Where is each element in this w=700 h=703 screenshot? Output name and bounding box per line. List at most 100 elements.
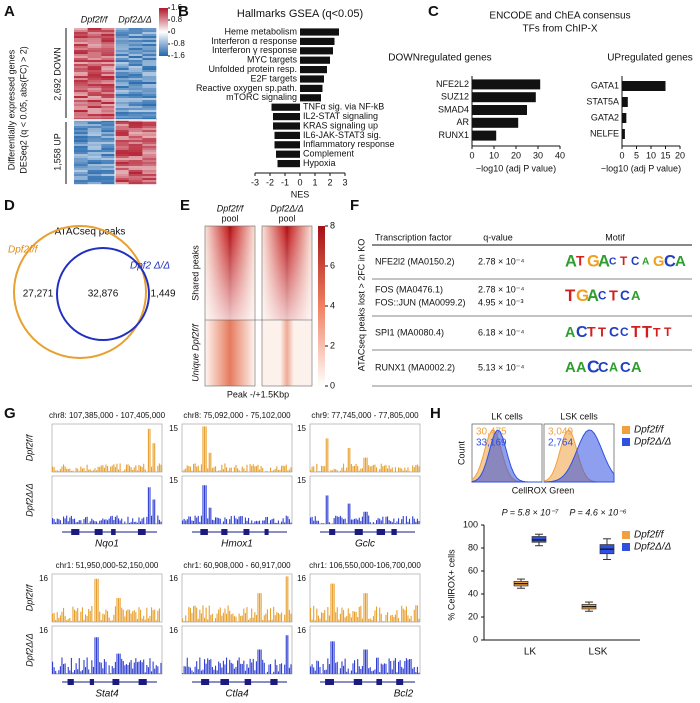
signal <box>202 426 204 472</box>
signal <box>241 516 243 524</box>
signal <box>129 609 131 622</box>
signal <box>191 670 193 674</box>
table-header: Transcription factor <box>375 232 452 242</box>
signal <box>344 658 346 674</box>
motif-letter: T <box>609 288 618 304</box>
signal <box>311 466 313 472</box>
signal <box>194 463 196 472</box>
signal <box>284 466 286 472</box>
signal <box>58 670 60 674</box>
signal <box>227 672 229 674</box>
exon <box>71 529 80 535</box>
heatmap-cell <box>87 44 102 47</box>
bar <box>276 150 300 158</box>
heatmap-cell <box>74 124 88 127</box>
signal <box>263 520 265 524</box>
signal <box>116 515 118 524</box>
heatmap-cell <box>142 44 157 47</box>
signal <box>246 464 248 472</box>
signal <box>240 663 242 674</box>
signal <box>257 464 259 472</box>
motif-letter: C <box>620 288 630 303</box>
signal <box>324 670 326 674</box>
heatmap-cell <box>101 126 116 129</box>
signal <box>186 465 188 472</box>
signal <box>241 664 243 674</box>
heatmap-cell <box>74 38 88 41</box>
heatmap-cell <box>101 162 116 165</box>
bar <box>273 113 300 121</box>
signal <box>251 608 253 622</box>
heatmap-cell <box>74 148 88 151</box>
signal <box>352 611 354 622</box>
heatmap-cell <box>74 172 88 175</box>
signal <box>376 467 378 472</box>
signal <box>372 464 374 472</box>
heatmap-cell <box>101 120 116 123</box>
signal <box>199 657 201 674</box>
coordinates: chr1: 60,908,000 - 60,917,000 <box>183 561 291 570</box>
signal <box>333 518 335 524</box>
signal <box>155 620 157 622</box>
signal <box>200 670 202 674</box>
signal <box>252 523 254 524</box>
heatmap-cell <box>142 104 157 107</box>
signal <box>279 664 281 674</box>
signal <box>330 583 332 622</box>
signal <box>151 671 153 674</box>
signal <box>374 464 376 472</box>
signal <box>387 468 389 472</box>
heatmap-cell <box>87 170 102 173</box>
heatmap-cell <box>87 134 102 137</box>
signal <box>333 583 335 622</box>
signal <box>335 612 337 622</box>
signal <box>229 610 231 622</box>
heatmap-cell <box>87 136 102 139</box>
heatmap-cell <box>87 34 102 37</box>
signal <box>391 467 393 472</box>
signal <box>332 641 334 674</box>
signal <box>132 469 134 472</box>
group-label: 2,692 DOWN <box>52 47 62 101</box>
heatmap-cell <box>128 150 143 153</box>
signal <box>140 466 142 472</box>
signal <box>100 520 102 524</box>
colorbar-tick-label: 0 <box>171 27 176 36</box>
heatmap-cell <box>142 152 157 155</box>
signal <box>277 520 279 524</box>
heatmap-cell <box>101 148 116 151</box>
gene-name: Hmox1 <box>221 539 253 550</box>
signal <box>113 614 115 622</box>
heatmap-cell <box>128 58 143 61</box>
signal <box>343 519 345 524</box>
signal <box>118 518 120 524</box>
signal <box>218 518 220 524</box>
y-tick-label: 60 <box>468 565 478 575</box>
heatmap-cell <box>74 56 88 59</box>
histogram-count: 33,169 <box>476 438 507 449</box>
heatmap-cell <box>74 134 88 137</box>
heatmap-cell <box>128 174 143 177</box>
motif-letter: G <box>653 254 664 270</box>
heatmap-cell <box>128 64 143 67</box>
signal <box>199 521 201 524</box>
signal <box>277 671 279 674</box>
signal <box>130 660 132 674</box>
heatmap-cell <box>142 88 157 91</box>
signal <box>407 659 409 674</box>
heatmap-cell <box>142 64 157 67</box>
signal <box>204 426 206 472</box>
heatmap-cell <box>101 140 116 143</box>
signal <box>266 516 268 524</box>
signal <box>197 618 199 622</box>
signal <box>361 468 363 472</box>
signal <box>96 470 98 472</box>
signal <box>188 466 190 472</box>
motif-letter: C <box>664 252 676 270</box>
signal <box>154 609 156 622</box>
signal <box>94 521 96 524</box>
signal <box>310 470 312 472</box>
signal <box>204 617 206 622</box>
signal <box>208 605 210 622</box>
